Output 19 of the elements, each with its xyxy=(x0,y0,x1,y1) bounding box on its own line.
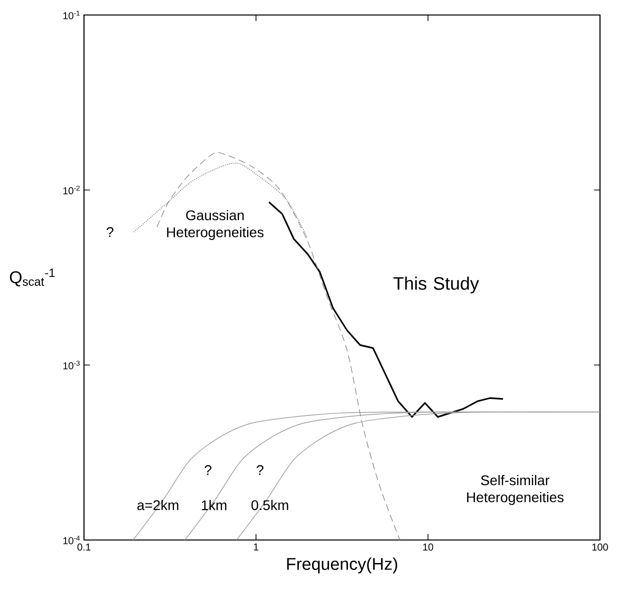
annotation: Gaussian Heterogeneities xyxy=(167,210,264,240)
x-tick-label: 100 xyxy=(592,544,608,551)
annotation: 1km xyxy=(202,500,226,510)
x-axis-title: Frequency(Hz) xyxy=(287,557,398,574)
x-tick-label: 10 xyxy=(423,544,434,551)
y-tick-label: 10$^{-4}$ xyxy=(63,536,80,544)
y-tick-label: 10$^{-2}$ xyxy=(63,186,80,194)
annotation: Self-similar Heterogeneities xyxy=(467,474,564,506)
annotation: a=2km xyxy=(137,500,178,510)
annotation: ? xyxy=(256,465,264,475)
y-tick-label: 10$^{-3}$ xyxy=(63,360,80,370)
y-tick-label: 10$^{-1}$ xyxy=(63,10,80,20)
x-tick-label: 0.1 xyxy=(77,544,90,551)
annotation: 0.5km xyxy=(251,500,288,510)
annotation: ? xyxy=(106,227,114,237)
annotation: ? xyxy=(204,465,212,475)
annotation: This Study xyxy=(393,276,479,294)
y-axis-title: Q$_{scat}$-1 xyxy=(10,268,55,286)
x-tick-label: 1 xyxy=(254,544,258,550)
